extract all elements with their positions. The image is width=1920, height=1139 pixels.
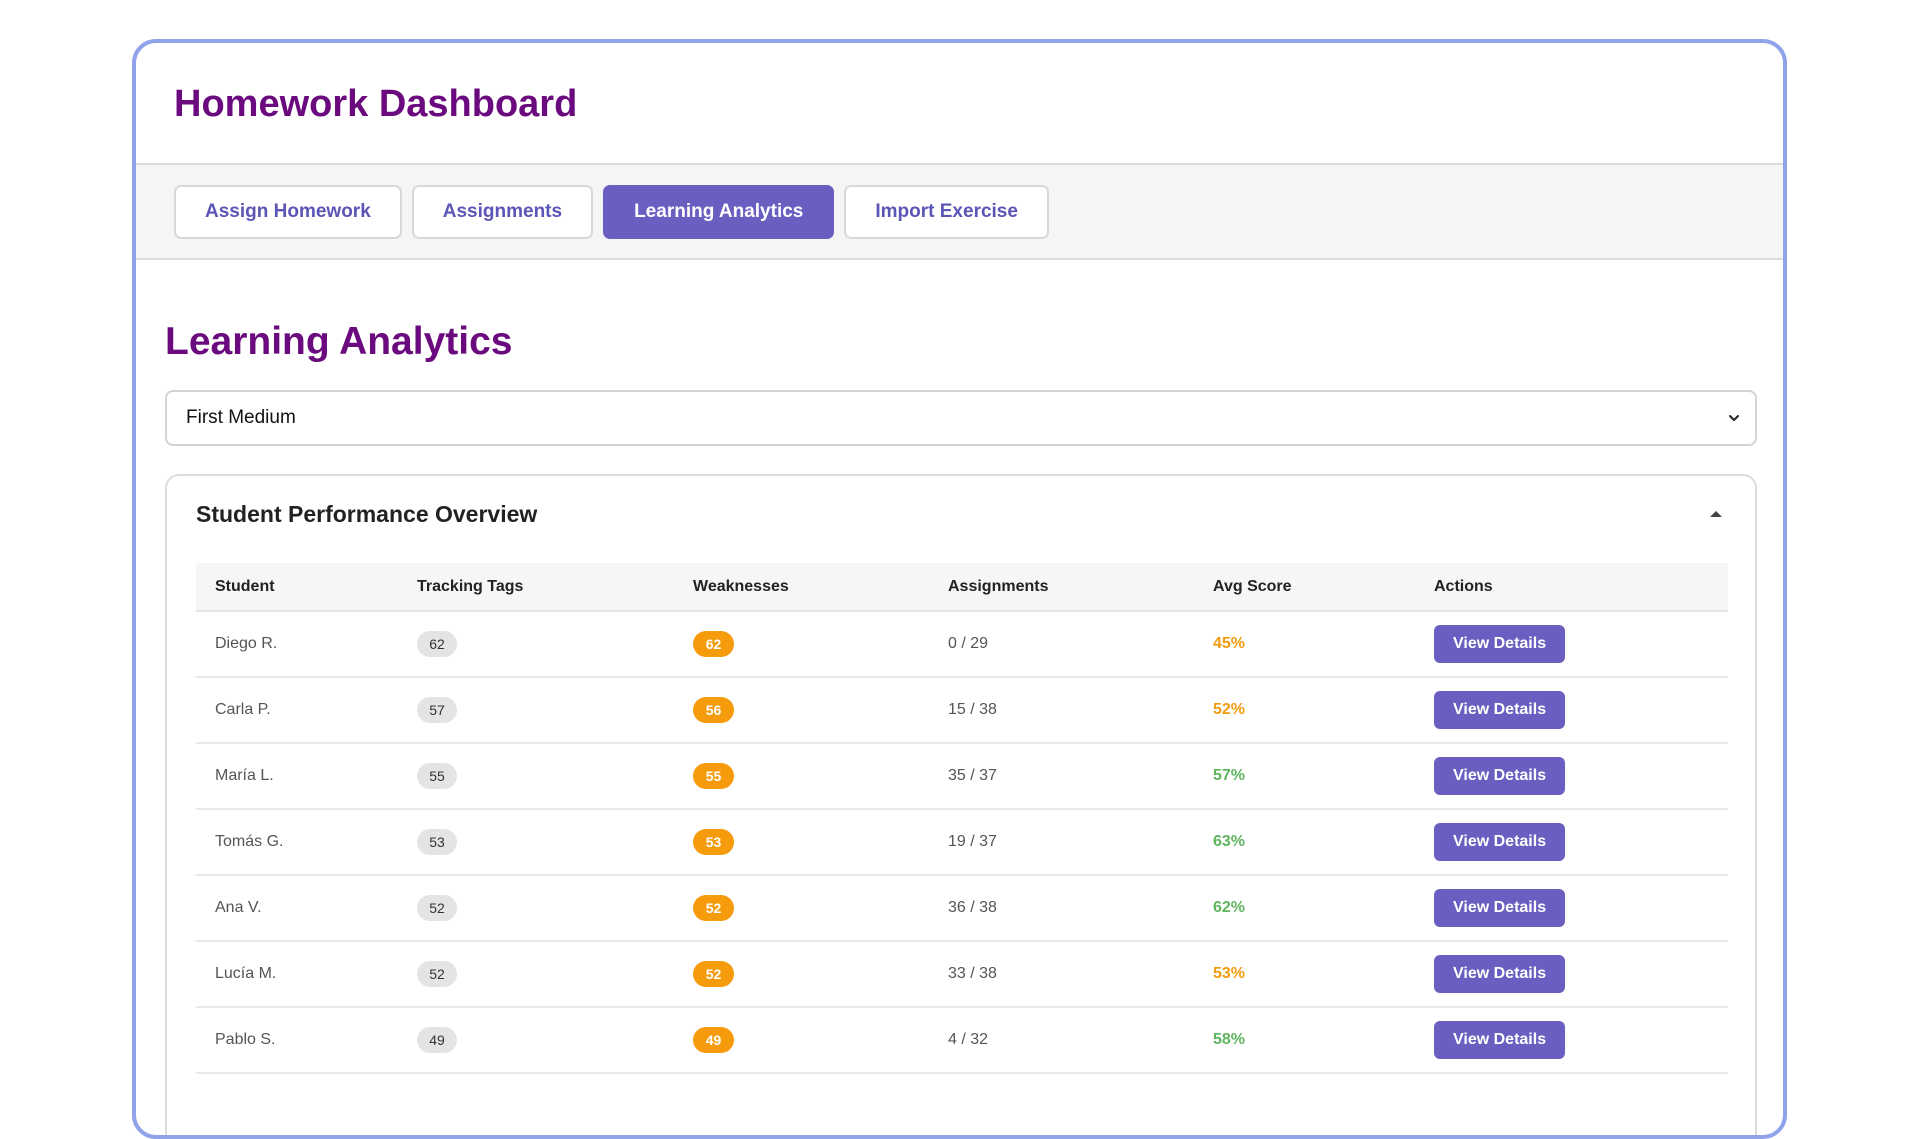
weaknesses-badge: 53	[693, 829, 734, 855]
column-header-student: Student	[196, 563, 398, 612]
app-header: Homework Dashboard	[136, 43, 1783, 165]
student-name: Pablo S.	[196, 1007, 398, 1074]
table-row: Lucía M. 52 52 33 / 38 53% View Details	[196, 941, 1728, 1008]
view-details-button[interactable]: View Details	[1434, 625, 1566, 663]
table-row: María L. 55 55 35 / 37 57% View Details	[196, 743, 1728, 810]
table-row: Tomás G. 53 53 19 / 37 63% View Details	[196, 809, 1728, 876]
tracking-tags-badge: 57	[417, 697, 457, 723]
avg-score: 52%	[1194, 677, 1415, 744]
assignments-count: 0 / 29	[929, 611, 1194, 678]
column-header-tracking-tags: Tracking Tags	[398, 563, 674, 612]
panel-title: Student Performance Overview	[196, 500, 538, 527]
student-name: Diego R.	[196, 611, 398, 678]
page-title: Learning Analytics	[165, 320, 513, 363]
tracking-tags-badge: 55	[417, 763, 457, 789]
tab-bar: Assign Homework Assignments Learning Ana…	[136, 165, 1783, 260]
weaknesses-badge: 52	[693, 895, 734, 921]
weaknesses-badge: 55	[693, 763, 734, 789]
class-select-value: First Medium	[186, 407, 296, 428]
panel-header[interactable]: Student Performance Overview	[196, 476, 1726, 552]
column-header-assignments: Assignments	[929, 563, 1194, 612]
assignments-count: 19 / 37	[929, 809, 1194, 876]
student-performance-panel: Student Performance Overview Student Tra…	[165, 474, 1757, 1135]
column-header-avg-score: Avg Score	[1194, 563, 1415, 612]
table-body: Diego R. 62 62 0 / 29 45% View Details C…	[196, 611, 1728, 1074]
tracking-tags-badge: 49	[417, 1027, 457, 1053]
app-card: Homework Dashboard Assign Homework Assig…	[132, 39, 1787, 1139]
table-row: Ana V. 52 52 36 / 38 62% View Details	[196, 875, 1728, 942]
class-select[interactable]: First Medium	[165, 390, 1757, 446]
view-details-button[interactable]: View Details	[1434, 691, 1566, 729]
student-name: Lucía M.	[196, 941, 398, 1008]
column-header-weaknesses: Weaknesses	[674, 563, 929, 612]
view-details-button[interactable]: View Details	[1434, 823, 1566, 861]
caret-up-icon[interactable]	[1709, 509, 1723, 519]
view-details-button[interactable]: View Details	[1434, 757, 1566, 795]
tab-assign-homework[interactable]: Assign Homework	[174, 184, 402, 239]
tab-import-exercise[interactable]: Import Exercise	[844, 184, 1049, 239]
table-row: Pablo S. 49 49 4 / 32 58% View Details	[196, 1007, 1728, 1074]
column-header-actions: Actions	[1415, 563, 1728, 612]
tracking-tags-badge: 52	[417, 961, 457, 987]
table-row: Diego R. 62 62 0 / 29 45% View Details	[196, 611, 1728, 678]
avg-score: 45%	[1194, 611, 1415, 678]
weaknesses-badge: 52	[693, 961, 734, 987]
weaknesses-badge: 56	[693, 697, 734, 723]
avg-score: 57%	[1194, 743, 1415, 810]
student-name: Ana V.	[196, 875, 398, 942]
avg-score: 62%	[1194, 875, 1415, 942]
avg-score: 53%	[1194, 941, 1415, 1008]
student-name: Carla P.	[196, 677, 398, 744]
tab-assignments[interactable]: Assignments	[411, 184, 594, 239]
view-details-button[interactable]: View Details	[1434, 955, 1566, 993]
assignments-count: 35 / 37	[929, 743, 1194, 810]
tracking-tags-badge: 52	[417, 895, 457, 921]
table-row: Carla P. 57 56 15 / 38 52% View Details	[196, 677, 1728, 744]
avg-score: 58%	[1194, 1007, 1415, 1074]
weaknesses-badge: 62	[693, 631, 734, 657]
assignments-count: 36 / 38	[929, 875, 1194, 942]
tab-learning-analytics[interactable]: Learning Analytics	[603, 184, 835, 239]
student-table: Student Tracking Tags Weaknesses Assignm…	[196, 563, 1728, 1074]
view-details-button[interactable]: View Details	[1434, 889, 1566, 927]
table-header-row: Student Tracking Tags Weaknesses Assignm…	[196, 563, 1728, 612]
tracking-tags-badge: 53	[417, 829, 457, 855]
weaknesses-badge: 49	[693, 1027, 734, 1053]
student-name: María L.	[196, 743, 398, 810]
student-name: Tomás G.	[196, 809, 398, 876]
assignments-count: 33 / 38	[929, 941, 1194, 1008]
main-content: Learning Analytics First Medium Student …	[136, 260, 1783, 1135]
assignments-count: 4 / 32	[929, 1007, 1194, 1074]
view-details-button[interactable]: View Details	[1434, 1021, 1566, 1059]
avg-score: 63%	[1194, 809, 1415, 876]
tracking-tags-badge: 62	[417, 631, 457, 657]
app-title: Homework Dashboard	[174, 82, 578, 125]
assignments-count: 15 / 38	[929, 677, 1194, 744]
chevron-down-icon	[1727, 411, 1741, 425]
